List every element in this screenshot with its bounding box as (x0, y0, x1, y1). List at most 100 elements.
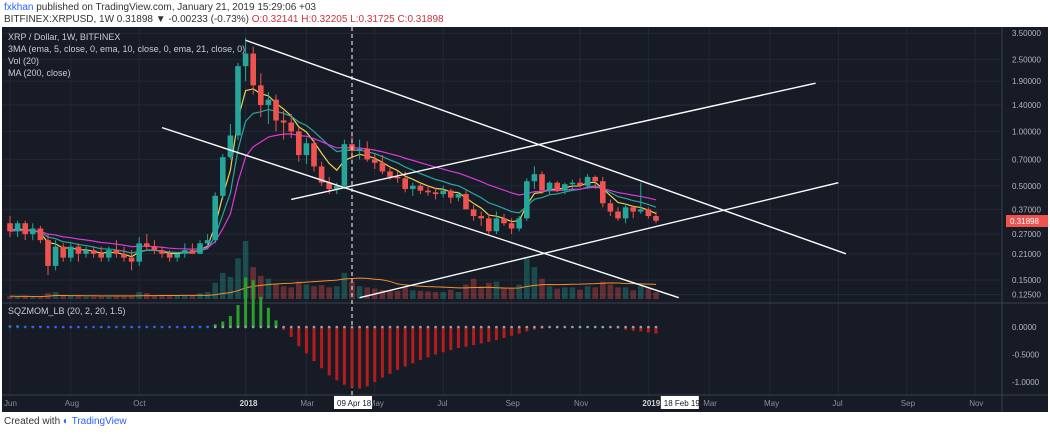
candle-body (432, 192, 439, 195)
volume-bar (440, 292, 446, 299)
momentum-bar (259, 296, 263, 327)
candle-body (410, 185, 416, 189)
volume-bar (524, 258, 530, 299)
time-tick-label: 2018 (240, 399, 258, 408)
squeeze-dot (175, 325, 179, 329)
candle-body (440, 190, 446, 195)
volume-bar (600, 281, 606, 299)
squeeze-dot (381, 325, 384, 329)
volume-bar (463, 284, 469, 299)
candle-body (318, 166, 325, 183)
squeeze-dot (153, 325, 156, 329)
momentum-bar (251, 280, 255, 327)
legend-volume: Vol (20) (8, 56, 40, 66)
price-chart-svg[interactable]: 3.50000 2.50000 1.90000 1.40000 1.00000 0.700… (2, 27, 1048, 412)
price-tick-label: 0.50000 (1012, 182, 1041, 191)
candle-body (98, 253, 104, 258)
trendline (359, 182, 839, 299)
candle-body (394, 176, 401, 179)
volume-bar (425, 291, 431, 299)
volume-bar (90, 296, 97, 299)
volume-bar (622, 287, 629, 299)
volume-bar (653, 292, 659, 299)
trendline (291, 82, 816, 201)
squeeze-dot (282, 325, 285, 329)
ema-slow-line (9, 133, 657, 250)
time-tick-label: May (764, 399, 779, 408)
candle-body (83, 250, 89, 254)
volume-bar (341, 272, 348, 299)
volume-bar (212, 282, 218, 299)
momentum-bar (266, 307, 270, 327)
candle-body (569, 182, 576, 185)
squeeze-dot (616, 325, 620, 329)
volume-bar (197, 293, 203, 299)
squeeze-dot (236, 325, 240, 329)
momentum-bar (304, 327, 308, 354)
candle-body (486, 218, 492, 232)
squeeze-dot (267, 325, 270, 329)
candle-body (151, 246, 158, 251)
squeeze-dot (122, 325, 126, 329)
time-tick-label: Oct (133, 399, 146, 408)
volume-bar (280, 286, 287, 299)
volume-bar (106, 296, 112, 299)
volume-bar (265, 278, 272, 299)
candle-body (524, 181, 530, 219)
squeeze-dot (517, 325, 521, 329)
squeeze-dot (23, 325, 27, 329)
candle-body (288, 122, 294, 132)
candle-body (250, 53, 256, 86)
squeeze-dot (84, 325, 88, 329)
volume-bar (539, 278, 545, 299)
momentum-bar (282, 327, 286, 330)
volume-bar (83, 296, 89, 299)
volume-bar (607, 284, 614, 299)
candle-body (402, 178, 408, 189)
author-name[interactable]: fxkhan (4, 2, 34, 13)
volume-bar (288, 287, 294, 299)
legend-ema: 3MA (ema, 5, close, 0, ema, 10, close, 0… (8, 44, 246, 54)
volume-bar (296, 281, 302, 299)
squeeze-dot (297, 325, 301, 329)
candle-body (166, 253, 173, 258)
squeeze-dot (191, 325, 194, 329)
crosshair-date-label: 09 Apr 18 (337, 399, 372, 408)
candle-body (121, 253, 127, 258)
price-tick-label: 1.90000 (1012, 77, 1041, 86)
volume-bar (364, 287, 370, 299)
candle-body (220, 157, 226, 196)
candle-body (448, 190, 454, 198)
squeeze-dot (31, 325, 35, 329)
volume-bar (75, 296, 82, 299)
squeeze-dot (654, 325, 658, 329)
price-tick-label: 0.21000 (1012, 250, 1041, 259)
chart-panel[interactable]: 3.50000 2.50000 1.90000 1.40000 1.00000 0.700… (2, 27, 1048, 412)
momentum-bar (654, 327, 658, 334)
squeeze-dot (213, 325, 217, 329)
candle-body (303, 143, 310, 156)
ema-mid-line (9, 108, 657, 254)
volume-bar (562, 287, 568, 299)
volume-bar (37, 297, 44, 299)
tradingview-brand[interactable]: TradingView (71, 416, 127, 427)
momentum-bar (221, 321, 225, 327)
candle-body (463, 194, 469, 210)
candle-body (189, 250, 196, 254)
volume-bar (645, 288, 652, 299)
candle-body (539, 174, 545, 191)
volume-bar (493, 281, 500, 299)
momentum-tick-label: -0.5000 (1012, 351, 1040, 360)
momentum-bar (320, 327, 324, 369)
momentum-bar (624, 327, 628, 330)
candle-body (128, 257, 135, 262)
squeeze-dot (472, 325, 475, 329)
momentum-bar (380, 327, 384, 378)
volume-bar (220, 272, 226, 299)
candle-body (372, 159, 378, 163)
squeeze-dot (259, 325, 263, 329)
squeeze-dot (8, 325, 12, 329)
squeeze-dot (54, 325, 57, 329)
squeeze-dot (221, 325, 225, 329)
volume-bar (584, 286, 591, 299)
